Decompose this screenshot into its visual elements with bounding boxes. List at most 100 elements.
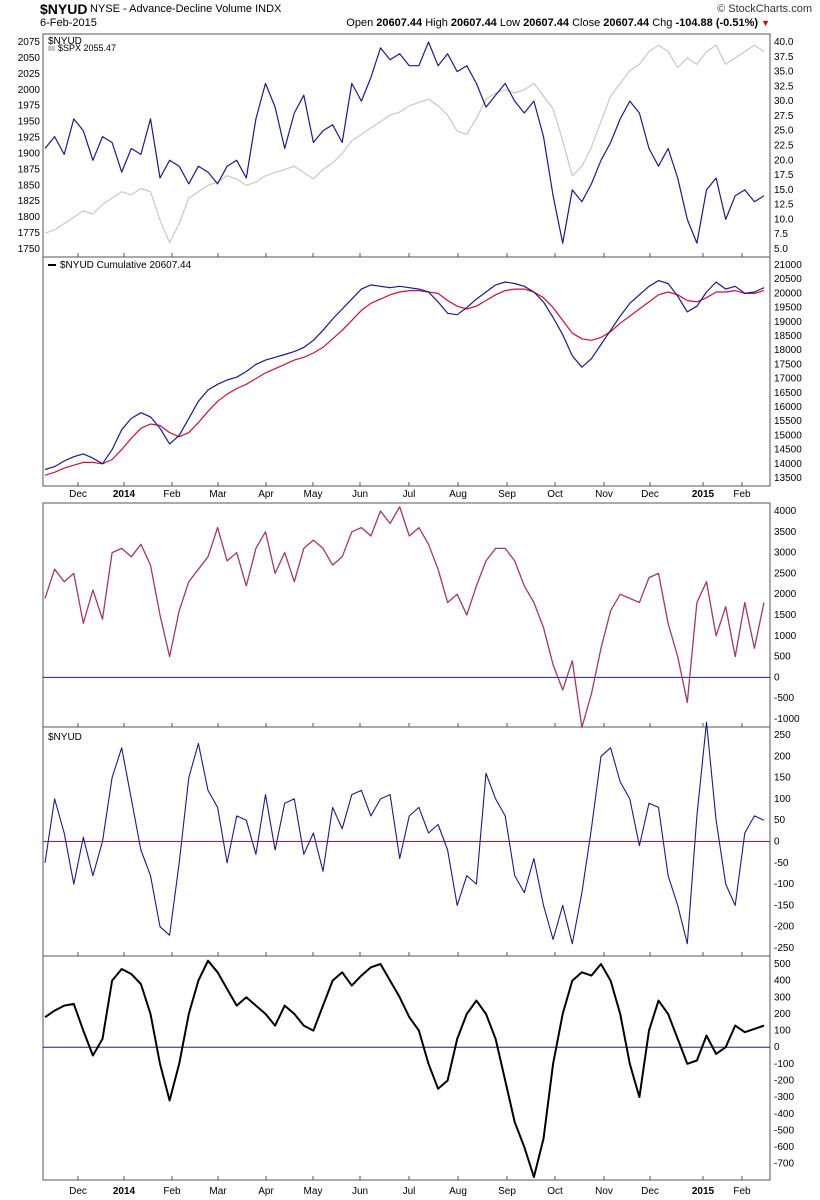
y-tick-label: 1000 <box>774 631 797 642</box>
low-value: 20607.44 <box>523 17 570 29</box>
y-tick-label: 15500 <box>774 416 802 427</box>
y-tick-label-left: 2000 <box>18 85 41 96</box>
y-tick-label-left: 1775 <box>18 228 41 239</box>
y-tick-label: 19500 <box>774 303 802 314</box>
x-label-top-feb: Feb <box>733 489 751 500</box>
y-tick-label: 2000 <box>774 589 797 600</box>
x-label-top-2014: 2014 <box>113 489 136 500</box>
y-tick-label: -200 <box>774 1075 794 1086</box>
y-tick-label: -1000 <box>774 714 800 725</box>
y-tick-label: 17000 <box>774 374 802 385</box>
x-label-bottom-mar: Mar <box>209 1186 227 1197</box>
x-label-top-mar: Mar <box>209 489 227 500</box>
y-tick-label: -200 <box>774 922 794 933</box>
nyud-line <box>44 41 765 244</box>
y-tick-label-left: 1925 <box>18 133 41 144</box>
y-tick-label-right: 20.0 <box>774 155 794 166</box>
y-tick-label: 150 <box>774 773 791 784</box>
y-tick-label-left: 1900 <box>18 148 41 159</box>
y-tick-label-right: 15.0 <box>774 185 794 196</box>
y-tick-label: 16500 <box>774 388 802 399</box>
chg-value: -104.88 (-0.51%) <box>675 17 759 29</box>
y-tick-label: 19000 <box>774 317 802 328</box>
chart-date: 6-Feb-2015 <box>40 17 97 29</box>
y-tick-label-left: 1975 <box>18 101 41 112</box>
y-tick-label: -300 <box>774 1092 794 1103</box>
panel-1-legend-spx: $SPX 2055.47 <box>58 43 116 53</box>
y-tick-label-right: 40.0 <box>774 37 794 48</box>
y-tick-label: -100 <box>774 1059 794 1070</box>
spx-line <box>44 44 765 244</box>
x-label-bottom-apr: Apr <box>258 1186 274 1197</box>
symbol-description: NYSE - Advance-Decline Volume INDX <box>90 3 282 15</box>
high-value: 20607.44 <box>450 17 497 29</box>
y-tick-label: 14500 <box>774 445 802 456</box>
x-label-bottom-2015: 2015 <box>692 1186 715 1197</box>
x-label-top-may: May <box>304 489 323 500</box>
y-tick-label: -250 <box>774 943 794 954</box>
x-label-bottom-sep: Sep <box>498 1186 516 1197</box>
y-tick-label-left: 2025 <box>18 69 41 80</box>
y-tick-label: 3500 <box>774 527 797 538</box>
y-tick-label: -500 <box>774 693 794 704</box>
x-label-top-sep: Sep <box>498 489 516 500</box>
x-label-top-2015: 2015 <box>692 489 715 500</box>
y-tick-label-right: 22.5 <box>774 141 794 152</box>
y-tick-label-right: 17.5 <box>774 170 794 181</box>
y-tick-label: 4000 <box>774 506 797 517</box>
y-tick-label: 0 <box>774 837 780 848</box>
close-label: Close <box>572 17 601 29</box>
chg-label: Chg <box>652 17 673 29</box>
panel-3-frame <box>42 502 771 728</box>
y-tick-label-left: 1850 <box>18 180 41 191</box>
close-value: 20607.44 <box>603 17 650 29</box>
x-label-top-dec: Dec <box>641 489 659 500</box>
y-tick-label: 2500 <box>774 568 797 579</box>
y-tick-label: 20000 <box>774 288 802 299</box>
nyud-daily-line <box>44 721 765 945</box>
panel-2-frame <box>42 256 771 487</box>
y-tick-label: 3000 <box>774 548 797 559</box>
y-tick-label-right: 37.5 <box>774 52 794 63</box>
x-label-bottom-feb: Feb <box>163 1186 181 1197</box>
y-tick-label-right: 27.5 <box>774 111 794 122</box>
x-label-bottom-may: May <box>304 1186 323 1197</box>
y-tick-label-right: 5.0 <box>774 244 788 255</box>
x-label-top-apr: Apr <box>258 489 274 500</box>
y-tick-label: 200 <box>774 751 791 762</box>
y-tick-label-right: 7.5 <box>774 229 788 240</box>
spx-legend-swatch <box>48 46 55 51</box>
y-tick-label: 300 <box>774 992 791 1003</box>
y-tick-label-left: 1750 <box>18 244 41 255</box>
x-label-bottom-2014: 2014 <box>113 1186 136 1197</box>
x-label-top-aug: Aug <box>449 489 467 500</box>
y-tick-label: 14000 <box>774 459 802 470</box>
panel-1-label: $NYUD <box>48 36 82 47</box>
y-tick-label: 13500 <box>774 473 802 484</box>
y-tick-label-right: 30.0 <box>774 96 794 107</box>
down-arrow-icon: ▼ <box>761 18 770 28</box>
y-tick-label-left: 1825 <box>18 196 41 207</box>
chart-header: $NYUD NYSE - Advance-Decline Volume INDX… <box>0 0 820 34</box>
x-label-bottom-jun: Jun <box>352 1186 368 1197</box>
y-tick-label-left: 1875 <box>18 164 41 175</box>
y-tick-label: -500 <box>774 1125 794 1136</box>
x-label-bottom-dec: Dec <box>69 1186 87 1197</box>
low-label: Low <box>499 17 521 29</box>
x-label-top-oct: Oct <box>547 489 563 500</box>
y-tick-label: 1500 <box>774 610 797 621</box>
y-tick-label: -700 <box>774 1159 794 1170</box>
x-label-bottom-nov: Nov <box>595 1186 613 1197</box>
panel-1-frame <box>42 33 771 258</box>
open-label: Open <box>346 17 374 29</box>
y-tick-label: 100 <box>774 794 791 805</box>
y-tick-label: 16000 <box>774 402 802 413</box>
y-tick-label-left: 1950 <box>18 117 41 128</box>
x-label-bottom-oct: Oct <box>547 1186 563 1197</box>
y-tick-label: 15000 <box>774 430 802 441</box>
x-label-top-dec: Dec <box>69 489 87 500</box>
y-tick-label: -150 <box>774 900 794 911</box>
ma-line <box>44 288 765 476</box>
y-tick-label-right: 32.5 <box>774 81 794 92</box>
